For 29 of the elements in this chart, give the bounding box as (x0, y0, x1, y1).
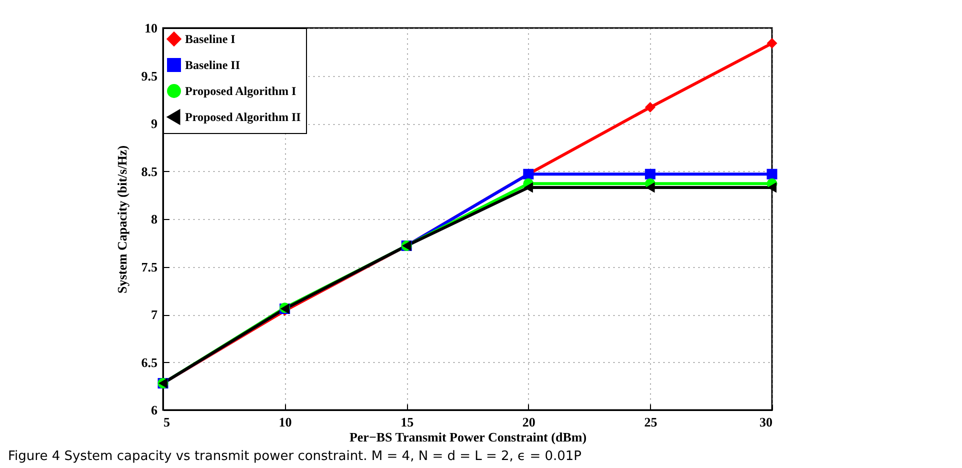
y-tick-label: 9.5 (141, 68, 158, 84)
legend-label: Proposed Algorithm II (185, 110, 302, 124)
legend-label: Baseline I (185, 32, 236, 46)
point (766, 168, 778, 180)
x-tick-label: 15 (400, 414, 414, 430)
legend-label: Proposed Algorithm I (185, 84, 296, 98)
point (767, 182, 777, 193)
legend-label: Baseline II (185, 58, 240, 72)
y-tick-label: 8.5 (141, 164, 158, 179)
x-axis-title: Per−BS Transmit Power Constraint (dBm) (349, 430, 587, 444)
y-tick-label: 6.5 (141, 354, 158, 370)
point (644, 168, 656, 180)
y-tick-label: 7 (151, 307, 158, 322)
x-tick-label: 25 (644, 414, 658, 430)
x-tick-label: 5 (164, 414, 170, 430)
y-tick-label: 6 (151, 402, 158, 418)
y-tick-label: 7.5 (141, 259, 158, 274)
point (766, 38, 778, 49)
y-tick-label: 9 (151, 116, 158, 131)
x-tick-label: 30 (760, 414, 772, 430)
y-tick-label: 8 (151, 212, 158, 226)
point (524, 182, 533, 193)
y-axis-title: System Capacity (bit/s/Hz) (114, 145, 130, 294)
y-tick-label: 10 (144, 20, 158, 36)
x-tick-label: 10 (278, 414, 292, 430)
x-tick-label: 20 (522, 414, 536, 430)
point (644, 102, 656, 113)
caption: Figure 4 System capacity vs transmit power constraint. M = 4, N = d = L = 2, ϵ = 0.01P (8, 449, 582, 464)
point (646, 182, 655, 193)
